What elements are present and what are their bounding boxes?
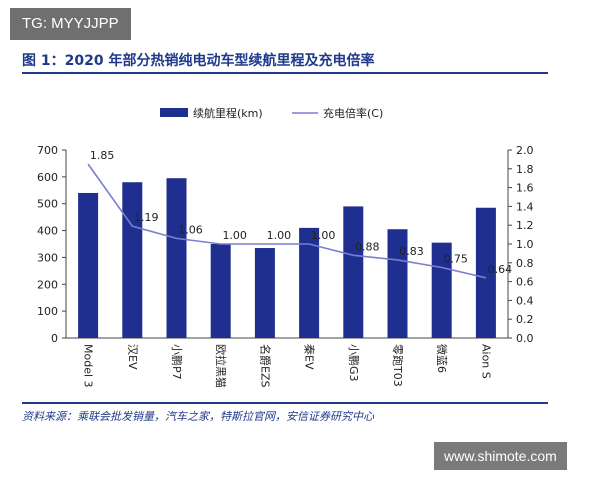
figure-title: 图 1：2020 年部分热销纯电动车型续航里程及充电倍率 [22,53,375,69]
x-label-1: 汉EV [126,344,139,370]
x-label-7: 零跑T03 [391,344,405,387]
right-tick-label: 1.4 [516,200,534,213]
x-label-3: 欧拉黑猫 [214,344,228,388]
chart: 续航里程(km) 充电倍率(C) 01002003004005006007000… [37,106,534,388]
left-tick-label: 500 [37,198,58,211]
x-label-5: 秦EV [303,344,317,370]
watermark-bottom: www.shimote.com [434,442,567,470]
data-label-8: 0.75 [443,253,468,266]
bar-2 [166,178,187,338]
charge-rate-line [87,163,487,279]
left-tick-label: 0 [51,332,58,345]
right-tick-label: 1.6 [516,182,534,195]
legend-line-label: 充电倍率(C) [323,106,383,120]
bar-3 [210,244,231,338]
left-tick-label: 400 [37,225,58,238]
right-tick-label: 0.0 [516,332,534,345]
legend-bar-label: 续航里程(km) [193,106,263,120]
chart-bars [78,178,496,338]
data-label-0: 1.85 [90,149,115,162]
left-tick-label: 200 [37,278,58,291]
right-tick-label: 1.8 [516,163,534,176]
x-label-8: 微蓝6 [435,344,449,373]
right-tick-label: 2.0 [516,144,534,157]
bar-9 [475,207,496,338]
left-tick-label: 700 [37,144,58,157]
x-label-0: Model 3 [82,344,95,388]
chart-line-series: 1.85 1.19 1.06 1.00 1.00 1.00 0.88 0.83 0.75 0.64 [87,149,513,279]
x-label-6: 小鹏G3 [347,344,360,382]
data-label-9: 0.64 [488,263,513,276]
data-label-3: 1.00 [222,229,247,242]
source-note: 资料来源：乘联会批发销量，汽车之家，特斯拉官网，安信证券研究中心 [22,410,374,423]
chart-x-labels: Model 3 汉EV 小鹏P7 欧拉黑猫 名爵EZS 秦EV 小鹏G3 零跑T03 微蓝6 Ai… [82,344,493,388]
right-tick-label: 0.8 [516,257,534,270]
bar-0 [78,192,99,338]
x-label-9: Aion S [479,344,492,379]
data-label-4: 1.00 [267,229,292,242]
chart-axes: 0 100 200 300 400 500 600 700 0.0 0.2 0.4 0.6 0.8 1.0… [37,144,534,345]
data-label-2: 1.06 [178,223,203,236]
bar-1 [122,182,143,338]
left-tick-label: 600 [37,171,58,184]
bar-4 [254,248,275,338]
data-label-5: 1.00 [311,229,336,242]
watermark-top: TG: MYYJJPP [10,8,131,40]
right-tick-label: 0.4 [516,294,534,307]
right-tick-label: 1.0 [516,238,534,251]
source-divider [22,402,548,404]
bar-5 [299,227,320,338]
bar-7 [387,229,408,338]
data-label-6: 0.88 [355,240,380,253]
left-tick-label: 100 [37,305,58,318]
title-divider [22,72,548,74]
right-tick-label: 1.2 [516,219,534,232]
chart-legend: 续航里程(km) 充电倍率(C) [160,106,383,120]
right-tick-label: 0.6 [516,276,534,289]
legend-bar-swatch [160,108,188,117]
data-label-7: 0.83 [399,245,424,258]
data-label-1: 1.19 [134,211,159,224]
right-tick-label: 0.2 [516,313,534,326]
x-label-2: 小鹏P7 [170,344,183,380]
x-label-4: 名爵EZS [258,344,272,387]
left-tick-label: 300 [37,251,58,264]
bar-6 [343,206,364,338]
